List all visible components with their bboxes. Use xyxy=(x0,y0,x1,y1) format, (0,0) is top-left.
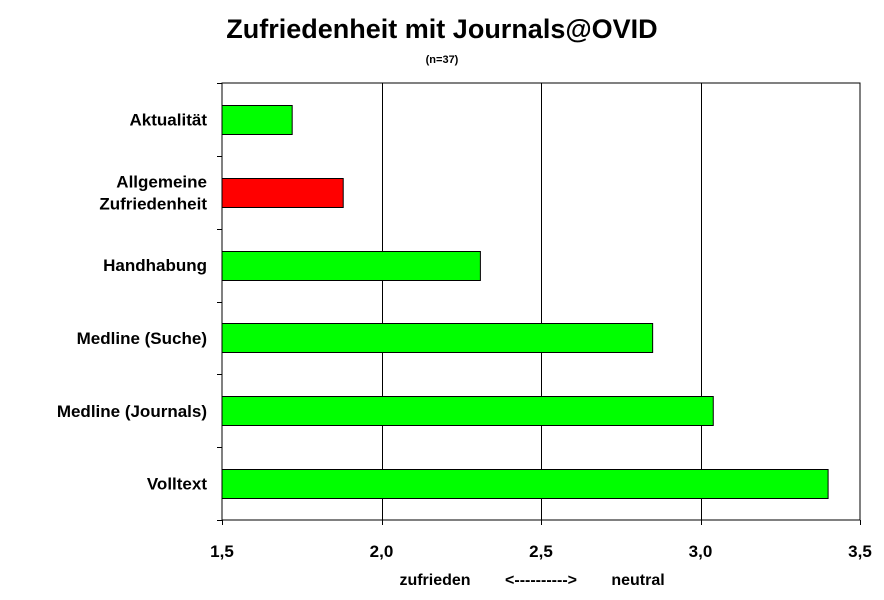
y-axis xyxy=(217,83,222,521)
category-label: Medline (Journals) xyxy=(57,402,207,421)
category-label: Medline (Suche) xyxy=(77,329,207,348)
bar xyxy=(221,251,481,281)
x-axis-label-left: zufrieden xyxy=(399,572,470,589)
bar xyxy=(221,323,654,353)
category-label: Volltext xyxy=(147,475,207,494)
x-axis-label-right: neutral xyxy=(611,572,664,589)
category-label: Handhabung xyxy=(103,256,207,275)
category-labels: Aktualität Allgemeine Zufriedenheit Handhab… xyxy=(57,110,208,493)
x-tick-label: 1,5 xyxy=(210,542,234,561)
x-tick-label: 2,5 xyxy=(529,542,553,561)
gridlines xyxy=(382,83,702,520)
chart-subtitle: (n=37) xyxy=(425,54,459,66)
category-label: Aktualität xyxy=(130,110,208,129)
x-axis-label-arrow: <----------> xyxy=(505,572,577,589)
x-tick-label: 2,0 xyxy=(370,542,394,561)
bar xyxy=(221,396,714,426)
x-tick-labels: 1,5 2,0 2,5 3,0 3,5 xyxy=(210,520,872,561)
bars xyxy=(221,105,829,499)
bar xyxy=(221,105,293,135)
bar xyxy=(221,469,829,499)
x-tick-label: 3,5 xyxy=(848,542,872,561)
x-tick-label: 3,0 xyxy=(689,542,713,561)
chart-title: Zufriedenheit mit Journals@OVID xyxy=(226,14,658,44)
x-axis-label: zufrieden <----------> neutral xyxy=(399,572,664,589)
category-label: Zufriedenheit xyxy=(99,194,207,213)
category-label: Allgemeine xyxy=(116,172,207,191)
bar xyxy=(221,178,344,208)
